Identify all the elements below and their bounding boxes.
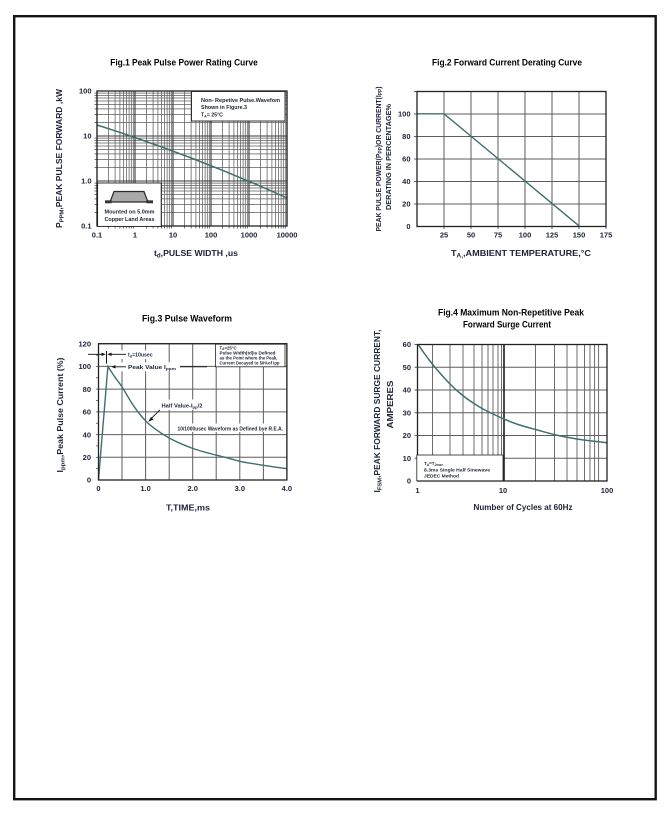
svg-text:Number of Cycles at 60Hz: Number of Cycles at 60Hz (474, 502, 573, 512)
svg-text:60: 60 (402, 155, 410, 164)
svg-text:TA= 25°C: TA= 25°C (201, 113, 223, 119)
svg-text:1.0: 1.0 (81, 177, 91, 186)
svg-text:td,PULSE WIDTH ,us: td,PULSE WIDTH ,us (154, 248, 238, 260)
svg-text:Current Decayed to 50%of Ipp: Current Decayed to 50%of Ipp (220, 361, 280, 366)
svg-text:T,TIME,ms: T,TIME,ms (166, 503, 210, 513)
svg-text:1000: 1000 (241, 231, 258, 240)
svg-text:Fig.3 Pulse Waveform: Fig.3 Pulse Waveform (142, 314, 232, 324)
svg-text:3.0: 3.0 (235, 484, 245, 493)
svg-text:120: 120 (78, 339, 91, 348)
svg-text:Peak Value Ippm: Peak Value Ippm (128, 365, 177, 371)
svg-text:TA,,AMBIENT TEMPERATURE,°C: TA,,AMBIENT TEMPERATURE,°C (451, 248, 591, 260)
svg-text:75: 75 (494, 231, 502, 240)
svg-text:0: 0 (87, 476, 91, 485)
svg-text:40: 40 (403, 386, 411, 395)
svg-text:20: 20 (403, 431, 411, 440)
svg-text:Fig.4 Maximum Non-Repetitive: Fig.4 Maximum Non-Repetitive Peak (438, 308, 585, 318)
svg-text:60: 60 (83, 408, 91, 417)
svg-text:DERATING IN PERCENTAGE%: DERATING IN PERCENTAGE% (386, 103, 393, 210)
svg-text:Copper Land Areas: Copper Land Areas (105, 217, 155, 223)
svg-text:TA=25°C: TA=25°C (220, 345, 237, 351)
svg-text:Pulse Width(td)is Defined: Pulse Width(td)is Defined (220, 351, 276, 356)
svg-text:td=10usec: td=10usec (128, 353, 153, 359)
svg-text:as the Point where the Peak,: as the Point where the Peak, (220, 356, 278, 361)
svg-text:IFSM,PEAK FORWARD SURGE CURREN: IFSM,PEAK FORWARD SURGE CURRENT, (373, 330, 384, 493)
svg-text:60: 60 (403, 340, 411, 349)
svg-text:8.3ms Single Half Sinewave: 8.3ms Single Half Sinewave (424, 468, 491, 473)
svg-text:PEAK PULSE POWER(PPP)OR CURREN: PEAK PULSE POWER(PPP)OR CURRENT(IPP) (376, 87, 384, 232)
svg-text:1.0: 1.0 (140, 484, 150, 493)
svg-text:125: 125 (546, 231, 559, 240)
svg-text:25: 25 (440, 231, 448, 240)
svg-text:20: 20 (402, 200, 410, 209)
svg-text:Half Value-Ipp/2: Half Value-I pp/2 (162, 404, 203, 410)
svg-text:4.0: 4.0 (282, 484, 292, 493)
svg-text:150: 150 (573, 231, 586, 240)
svg-text:PPPM,PEAK PULSE FORWARD ,kW: PPPM,PEAK PULSE FORWARD ,kW (55, 89, 66, 228)
svg-text:100: 100 (519, 231, 532, 240)
svg-text:2.0: 2.0 (187, 484, 197, 493)
svg-text:10: 10 (169, 231, 177, 240)
svg-text:50: 50 (403, 363, 411, 372)
svg-text:100: 100 (205, 231, 218, 240)
svg-text:TA=TJmax: TA=TJmax (424, 461, 443, 467)
svg-text:0.1: 0.1 (92, 231, 102, 240)
svg-text:175: 175 (600, 231, 613, 240)
svg-text:Fig.2 Forward Current Deratin: Fig.2 Forward Current Derating Curve (432, 58, 582, 68)
svg-text:0: 0 (406, 222, 410, 231)
svg-text:AMPERES: AMPERES (386, 380, 395, 429)
svg-text:0: 0 (407, 477, 411, 486)
svg-text:10000: 10000 (277, 231, 298, 240)
svg-text:10: 10 (499, 486, 507, 495)
svg-text:50: 50 (467, 231, 475, 240)
svg-text:100: 100 (78, 362, 91, 371)
svg-text:0.1: 0.1 (81, 222, 91, 231)
svg-text:1: 1 (133, 231, 137, 240)
svg-text:Shown in Figure.3: Shown in Figure.3 (201, 105, 247, 111)
svg-text:10: 10 (403, 454, 411, 463)
svg-text:Non- Repetive Pulse.Wavefom: Non- Repetive Pulse.Wavefom (201, 98, 280, 104)
svg-text:1: 1 (415, 486, 419, 495)
svg-text:JEDEC Method: JEDEC Method (424, 474, 459, 479)
svg-text:80: 80 (402, 132, 410, 141)
svg-text:10: 10 (83, 132, 91, 141)
svg-text:10/1000usec Waveform as Defin: 10/1000usec Waveform as Defined bye R.E.… (178, 427, 284, 433)
svg-text:40: 40 (83, 430, 91, 439)
svg-text:Forward Surge Current: Forward Surge Current (463, 320, 551, 330)
svg-text:Mounted on 5.0mm: Mounted on 5.0mm (105, 210, 155, 216)
svg-text:40: 40 (402, 177, 410, 186)
svg-text:30: 30 (403, 408, 411, 417)
svg-text:100: 100 (601, 486, 614, 495)
svg-text:100: 100 (398, 110, 411, 119)
svg-text:0: 0 (96, 484, 100, 493)
svg-text:Fig.1 Peak Pulse Power Rating: Fig.1 Peak Pulse Power Rating Curve (110, 58, 258, 68)
svg-text:Ippm,Peak Pulse Current (%): Ippm,Peak Pulse Current (%) (56, 357, 67, 472)
svg-text:100: 100 (79, 87, 92, 96)
svg-text:20: 20 (83, 453, 91, 462)
svg-text:80: 80 (83, 385, 91, 394)
